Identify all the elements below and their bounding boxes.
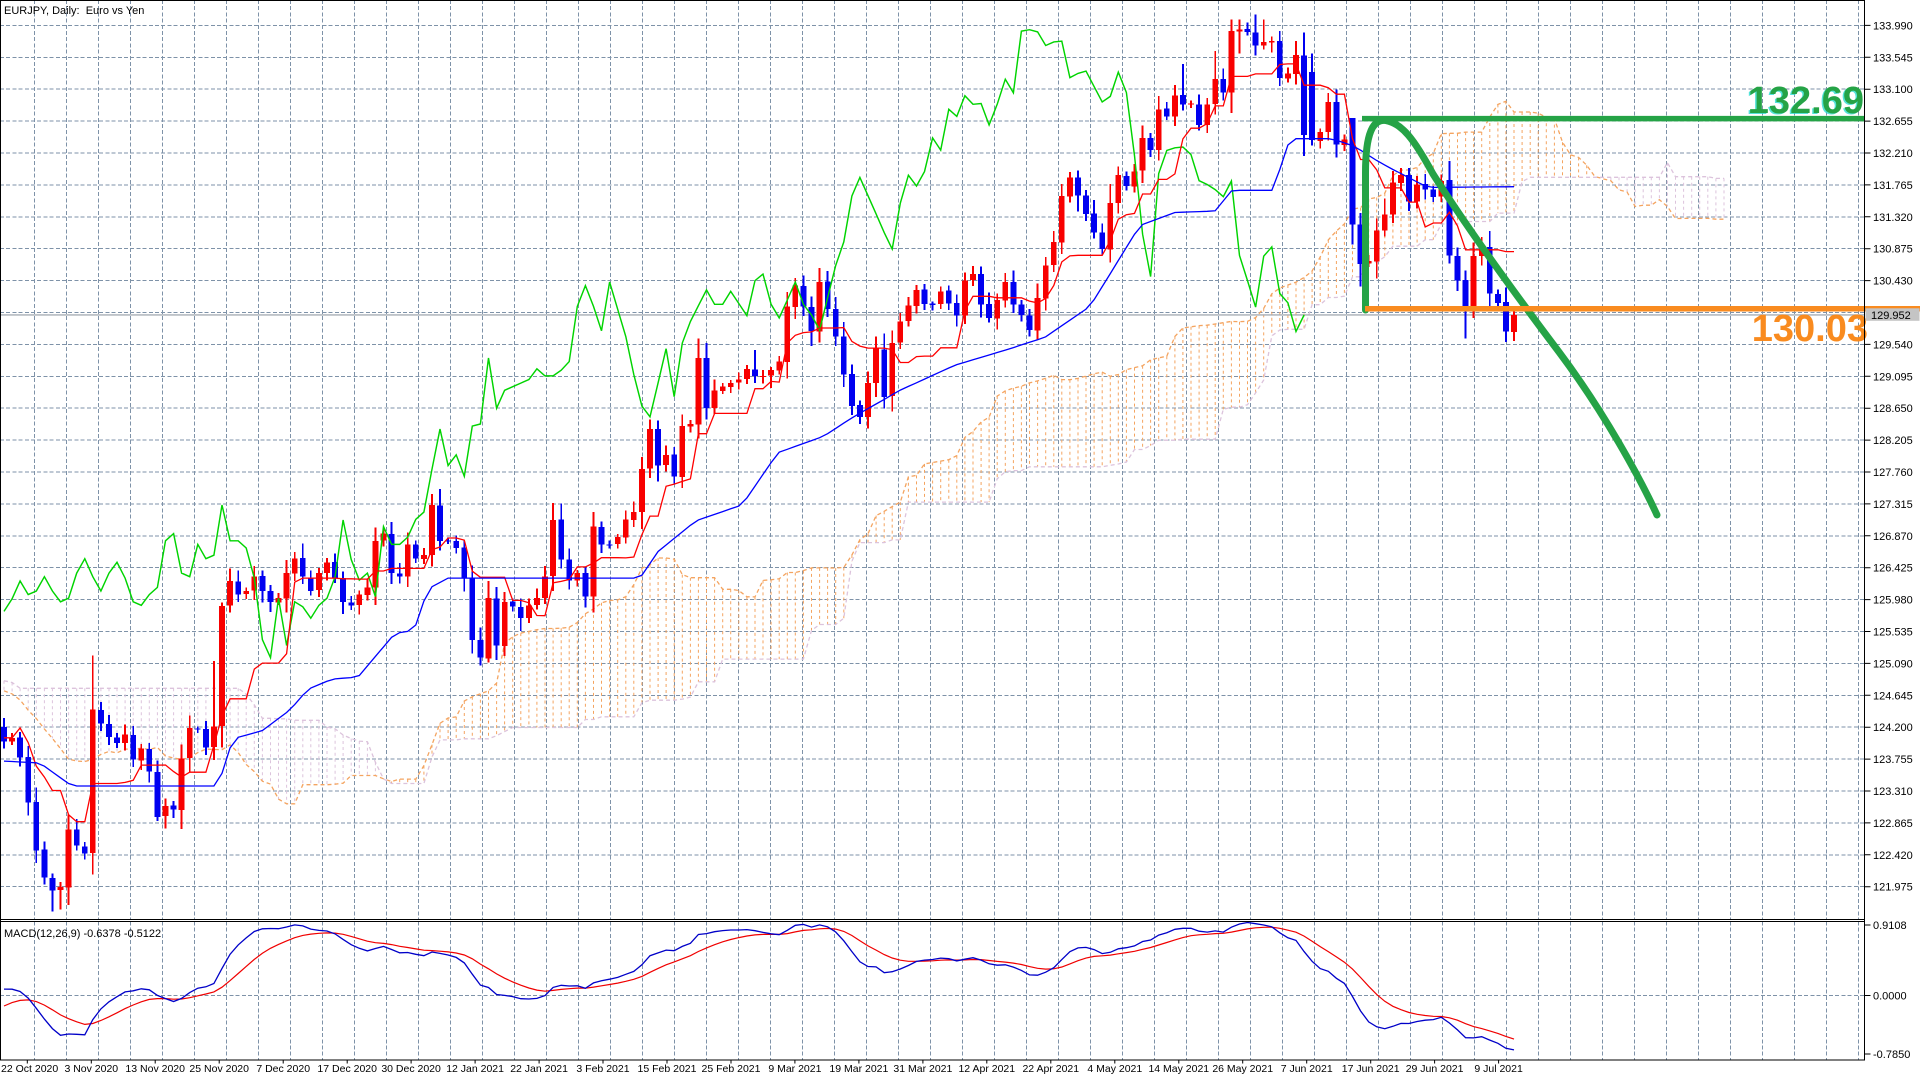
svg-text:122.420: 122.420 xyxy=(1873,850,1913,862)
svg-text:MACD(12,26,9) -0.6378 -0.5122: MACD(12,26,9) -0.6378 -0.5122 xyxy=(4,928,161,940)
svg-text:132.210: 132.210 xyxy=(1873,148,1913,160)
svg-text:126.870: 126.870 xyxy=(1873,531,1913,543)
svg-text:130.03: 130.03 xyxy=(1752,308,1868,350)
svg-text:123.755: 123.755 xyxy=(1873,754,1913,766)
svg-text:13 Nov 2020: 13 Nov 2020 xyxy=(125,1063,185,1075)
svg-text:0.9108: 0.9108 xyxy=(1873,920,1907,932)
svg-text:22 Oct 2020: 22 Oct 2020 xyxy=(1,1063,58,1075)
svg-text:127.760: 127.760 xyxy=(1873,467,1913,479)
svg-text:26 May 2021: 26 May 2021 xyxy=(1212,1063,1273,1075)
svg-text:129.095: 129.095 xyxy=(1873,371,1913,383)
svg-text:12 Jan 2021: 12 Jan 2021 xyxy=(446,1063,504,1075)
svg-text:3 Nov 2020: 3 Nov 2020 xyxy=(64,1063,118,1075)
svg-text:7 Jun 2021: 7 Jun 2021 xyxy=(1281,1063,1333,1075)
svg-text:131.765: 131.765 xyxy=(1873,180,1913,192)
svg-text:14 May 2021: 14 May 2021 xyxy=(1148,1063,1209,1075)
svg-text:128.205: 128.205 xyxy=(1873,435,1913,447)
svg-text:EURJPY, Daily: Euro vs Yen: EURJPY, Daily: Euro vs Yen xyxy=(4,5,144,17)
svg-text:129.952: 129.952 xyxy=(1871,310,1911,322)
svg-text:130.430: 130.430 xyxy=(1873,276,1913,288)
svg-text:25 Feb 2021: 25 Feb 2021 xyxy=(702,1063,761,1075)
svg-text:133.990: 133.990 xyxy=(1873,20,1913,32)
svg-text:31 Mar 2021: 31 Mar 2021 xyxy=(893,1063,952,1075)
svg-text:3 Feb 2021: 3 Feb 2021 xyxy=(576,1063,629,1075)
svg-text:132.69: 132.69 xyxy=(1746,81,1862,123)
svg-text:125.980: 125.980 xyxy=(1873,595,1913,607)
svg-text:-0.7850: -0.7850 xyxy=(1873,1049,1910,1061)
svg-text:25 Nov 2020: 25 Nov 2020 xyxy=(189,1063,249,1075)
svg-text:132.655: 132.655 xyxy=(1873,116,1913,128)
svg-text:121.975: 121.975 xyxy=(1873,882,1913,894)
svg-text:124.200: 124.200 xyxy=(1873,722,1913,734)
svg-text:29 Jun 2021: 29 Jun 2021 xyxy=(1406,1063,1464,1075)
svg-text:126.425: 126.425 xyxy=(1873,563,1913,575)
svg-text:122.865: 122.865 xyxy=(1873,818,1913,830)
svg-text:12 Apr 2021: 12 Apr 2021 xyxy=(958,1063,1015,1075)
svg-text:133.100: 133.100 xyxy=(1873,84,1913,96)
svg-text:0.0000: 0.0000 xyxy=(1873,991,1907,1003)
svg-text:17 Jun 2021: 17 Jun 2021 xyxy=(1342,1063,1400,1075)
svg-text:17 Dec 2020: 17 Dec 2020 xyxy=(317,1063,377,1075)
svg-text:9 Jul 2021: 9 Jul 2021 xyxy=(1474,1063,1523,1075)
svg-text:132.69: 132.69 xyxy=(1748,80,1864,122)
svg-text:9 Mar 2021: 9 Mar 2021 xyxy=(768,1063,821,1075)
svg-text:125.535: 125.535 xyxy=(1873,627,1913,639)
svg-text:131.320: 131.320 xyxy=(1873,212,1913,224)
svg-text:127.315: 127.315 xyxy=(1873,499,1913,511)
svg-text:133.545: 133.545 xyxy=(1873,52,1913,64)
svg-text:19 Mar 2021: 19 Mar 2021 xyxy=(829,1063,888,1075)
svg-text:128.650: 128.650 xyxy=(1873,403,1913,415)
svg-text:125.090: 125.090 xyxy=(1873,658,1913,670)
svg-text:123.310: 123.310 xyxy=(1873,786,1913,798)
svg-text:124.645: 124.645 xyxy=(1873,690,1913,702)
svg-text:7 Dec 2020: 7 Dec 2020 xyxy=(256,1063,310,1075)
svg-text:130.875: 130.875 xyxy=(1873,244,1913,256)
svg-text:4 May 2021: 4 May 2021 xyxy=(1087,1063,1142,1075)
svg-text:30 Dec 2020: 30 Dec 2020 xyxy=(381,1063,441,1075)
svg-text:129.540: 129.540 xyxy=(1873,339,1913,351)
svg-text:22 Jan 2021: 22 Jan 2021 xyxy=(510,1063,568,1075)
svg-text:15 Feb 2021: 15 Feb 2021 xyxy=(638,1063,697,1075)
svg-text:22 Apr 2021: 22 Apr 2021 xyxy=(1022,1063,1079,1075)
